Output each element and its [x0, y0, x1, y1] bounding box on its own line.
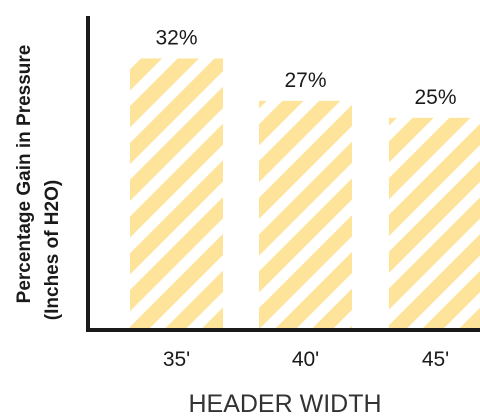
bar-3	[389, 117, 480, 331]
x-axis-title: HEADER WIDTH	[188, 390, 381, 418]
y-axis-title-line-2: (Inches of H2O)	[42, 180, 63, 320]
data-label-3: 25%	[414, 86, 456, 109]
bars-layer	[130, 58, 480, 331]
x-tick-label-2: 40'	[292, 348, 319, 371]
data-label-1: 32%	[155, 26, 197, 49]
data-labels-layer: 32% 27% 25%	[155, 26, 456, 108]
x-tick-label-3: 45'	[422, 348, 449, 371]
y-axis-title-line-1: Percentage Gain in Pressure	[14, 45, 35, 304]
bar-1	[130, 58, 223, 330]
data-label-2: 27%	[284, 69, 326, 92]
bar-2	[259, 100, 352, 330]
x-tick-labels-layer: 35' 40' 45'	[163, 348, 449, 371]
x-tick-label-1: 35'	[163, 348, 190, 371]
